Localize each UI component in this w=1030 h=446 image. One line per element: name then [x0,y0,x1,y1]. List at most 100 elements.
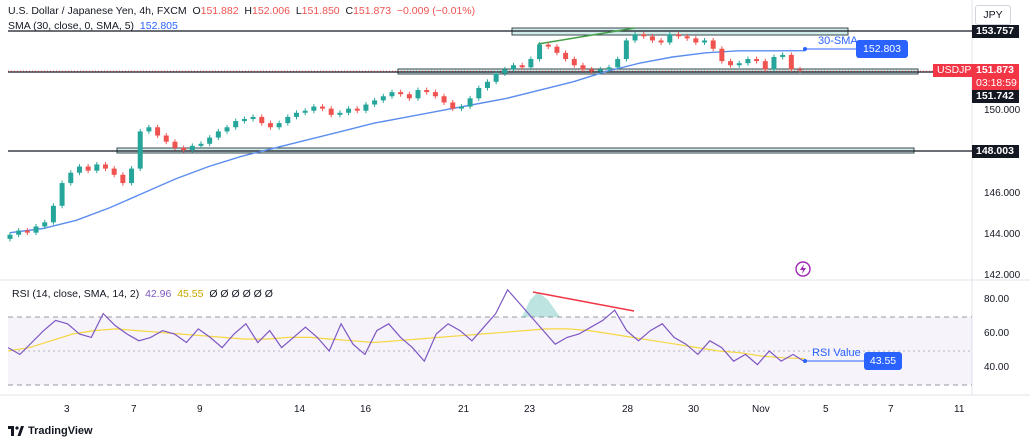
candle-body [363,104,369,111]
time-tick: 5 [823,404,829,415]
candle-body [241,118,247,122]
candle-body [780,54,786,57]
candle-body [155,127,161,136]
rsi-annotation-dot [803,359,807,363]
candle-body [76,166,82,173]
time-tick: 9 [197,404,203,415]
candle-body [389,92,395,97]
candle-body [658,40,664,43]
candle-body [528,59,534,68]
candle-body [24,230,30,233]
candle-body [762,61,768,70]
brand-text: TradingView [28,425,93,437]
rsi-legend[interactable]: RSI (14, close, SMA, 14, 2) 42.96 45.55 … [12,288,273,300]
candle-body [580,65,586,70]
candle-body [554,46,560,53]
trend-line-green[interactable] [537,27,636,45]
candle-body [493,73,499,82]
price-tick: 144.000 [984,229,1021,240]
level-153757-label: 153.757 [972,25,1019,38]
candle-body [129,168,135,184]
sma-label: SMA (30, close, 0, SMA, 5) [8,20,135,32]
candle-body [606,67,612,70]
candle-body [693,38,699,43]
rsi-divergence-line[interactable] [532,291,635,312]
candle-body [68,172,74,184]
candle-body [745,59,751,64]
candle-body [293,112,299,117]
candle-body [372,100,378,105]
rsi-annotation-text[interactable]: RSI Value [812,347,861,359]
candle-body [224,127,230,132]
candle-body [302,110,308,113]
candle-body [311,106,317,111]
candle-body [545,44,551,47]
candle-body [511,65,517,70]
time-tick: 16 [360,404,372,415]
rsi-overbought-fill [522,292,560,317]
time-tick: 7 [888,404,894,415]
change-value: −0.009 (−0.01%) [396,5,476,17]
candle-body [519,65,525,68]
rsi-value: 42.96 [145,288,172,300]
candle-body [710,40,716,49]
level-148003-label: 148.003 [972,145,1019,158]
low-value: 151.850 [301,5,340,17]
sma-annotation-box[interactable]: 152.803 [856,40,908,58]
price-tick: 142.000 [984,270,1021,281]
lightning-icon[interactable] [795,261,811,277]
time-tick: 11 [954,404,965,415]
candle-body [441,96,447,103]
candle-body [537,44,543,60]
candle-body [7,234,13,239]
candle-body [102,164,108,169]
candle-body [198,143,204,146]
candle-body [563,52,569,60]
currency-button[interactable]: JPY [975,5,1011,25]
rsi-tick: 60.00 [984,328,1010,339]
candle-body [589,69,595,72]
candle-body [684,36,690,39]
candle-body [181,147,187,150]
sma-legend[interactable]: SMA (30, close, 0, SMA, 5) 152.805 [8,20,178,32]
sma-annotation-text[interactable]: 30-SMA [818,35,858,47]
candle-body [797,69,803,71]
time-tick: 30 [688,404,700,415]
candle-body [649,36,655,41]
rsi-annotation-box[interactable]: 43.55 [864,352,902,370]
candle-body [424,90,430,93]
candle-body [33,226,39,233]
time-tick: 21 [458,404,470,415]
candle-body [728,61,734,66]
candle-body [415,90,421,99]
candle-body [267,123,273,128]
candle-body [276,123,282,128]
sma-annotation-dot [803,47,807,51]
candle-body [207,137,213,144]
candle-body [233,121,239,128]
candle-body [320,106,326,109]
time-tick: 7 [131,404,137,415]
candle-body [719,48,725,62]
candle-body [458,106,464,109]
tradingview-logo[interactable]: TradingView [8,425,93,437]
candle-body [346,108,352,113]
candle-body [484,81,490,88]
symbol-title: U.S. Dollar / Japanese Yen, 4h, FXCM [8,5,187,17]
candle-body [163,135,169,142]
candle-body [788,54,794,70]
level-151742-label: 151.742 [972,90,1019,103]
candle-body [597,69,603,72]
symbol-badge[interactable]: USDJPY [933,64,978,77]
candlestick-series [7,31,803,242]
candle-body [16,230,22,235]
open-value: 151.882 [200,5,239,17]
candle-body [50,205,56,223]
candle-body [754,59,760,62]
symbol-legend[interactable]: U.S. Dollar / Japanese Yen, 4h, FXCM O15… [8,5,476,17]
close-value: 151.873 [353,5,392,17]
candle-body [632,34,638,41]
candle-body [380,96,386,101]
candle-body [137,131,143,169]
